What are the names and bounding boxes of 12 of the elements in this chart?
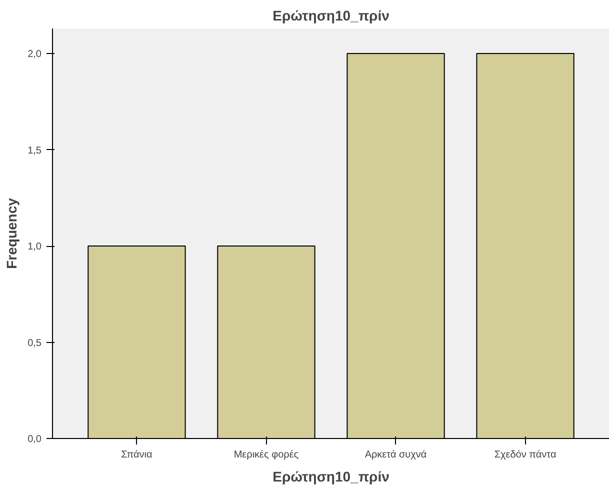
x-tick-label: Σχεδόν πάντα: [494, 450, 556, 460]
x-tick-label: Σπάνια: [121, 450, 153, 460]
y-tick-label: 0,0: [28, 434, 42, 445]
y-tick-label: 2,0: [28, 49, 42, 60]
x-tick-label: Αρκετά συχνά: [364, 450, 427, 460]
chart-title: Ερώτηση10_πρίν: [272, 8, 390, 24]
x-tick-label: Μερικές φορές: [234, 450, 299, 460]
y-tick-label: 1,5: [28, 145, 42, 156]
y-axis-title: Frequency: [4, 198, 20, 269]
y-tick-label: 0,5: [28, 338, 42, 349]
y-tick-label: 1,0: [28, 242, 42, 253]
x-axis-title: Ερώτηση10_πρίν: [272, 468, 390, 484]
